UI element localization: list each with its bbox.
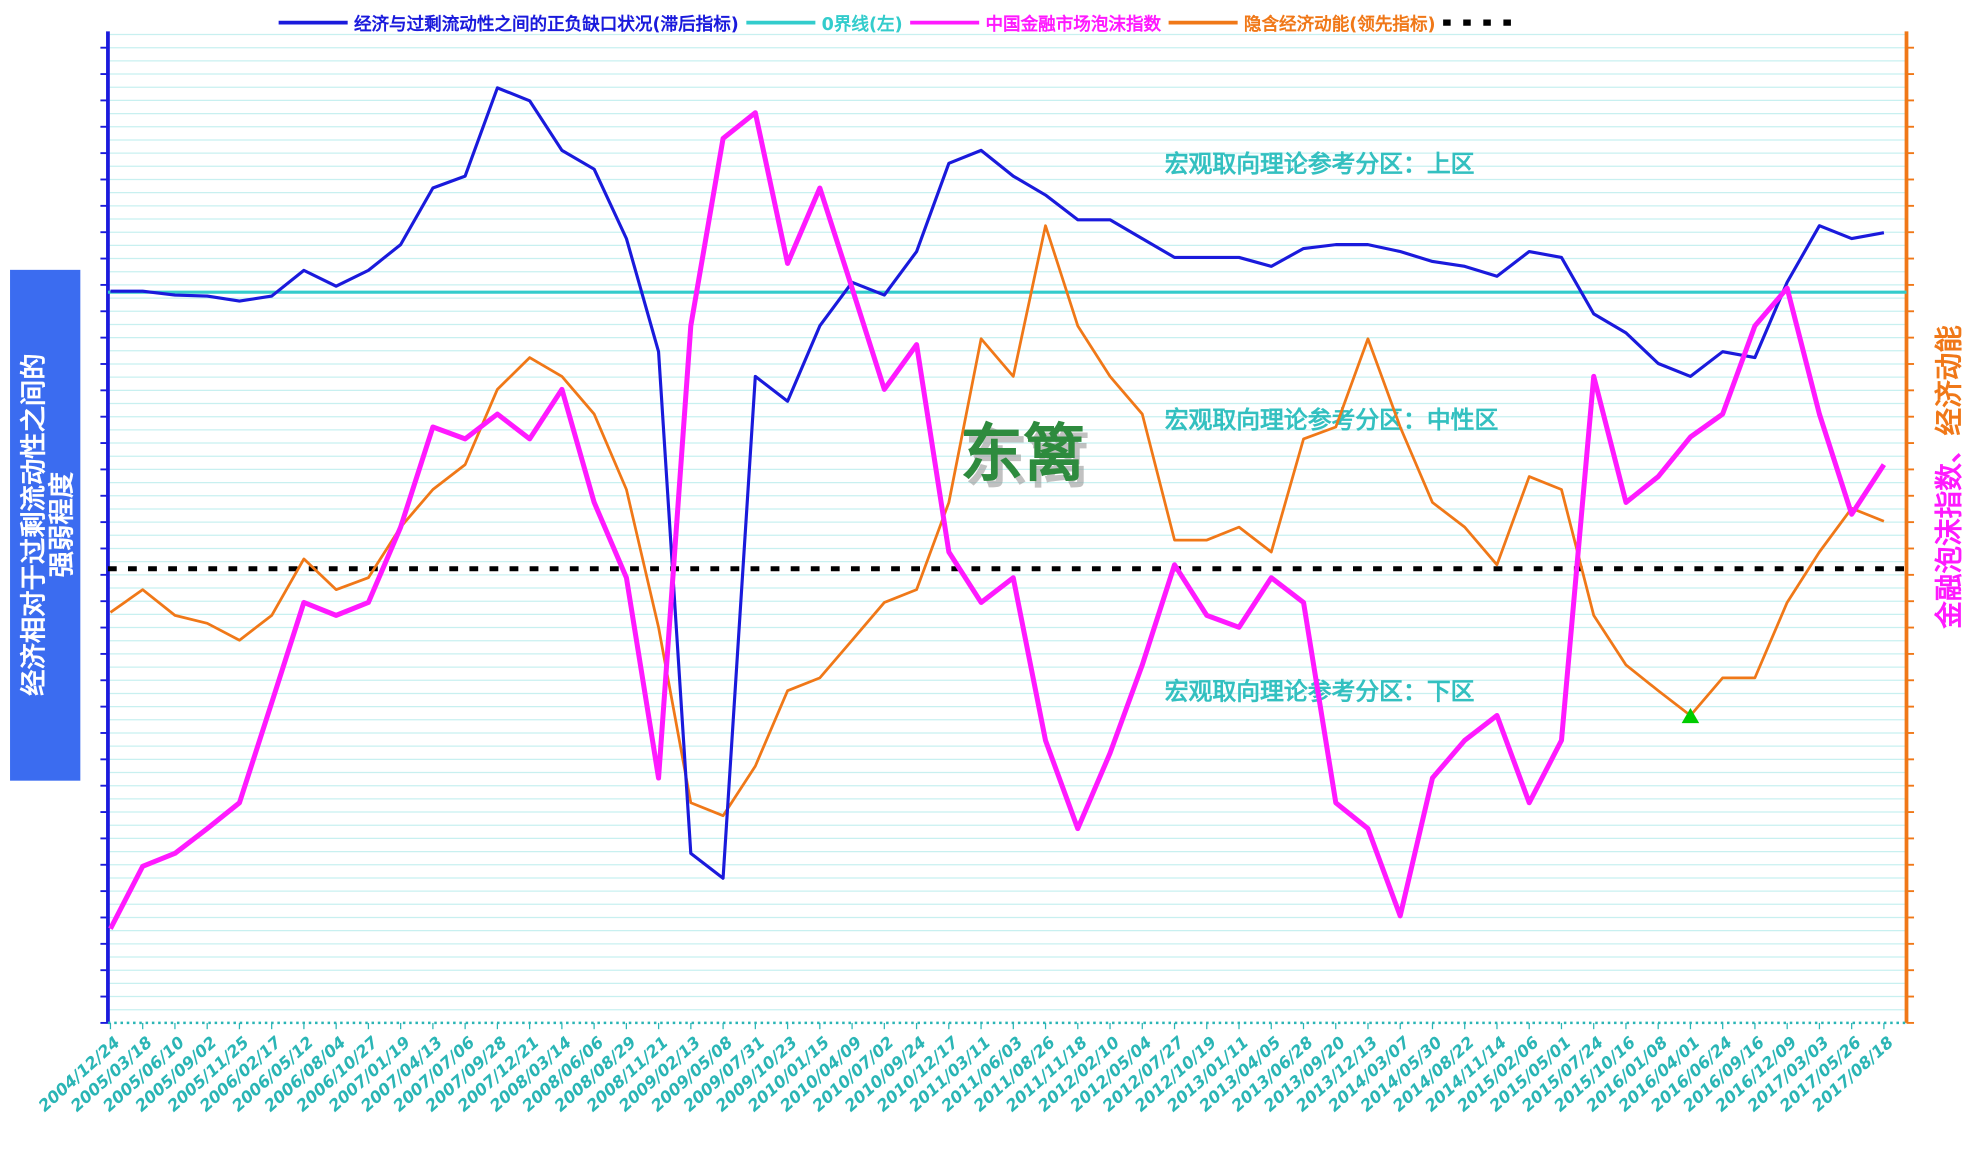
y2-label: 金融泡沫指数、经济动能	[1932, 325, 1965, 630]
y2-label-part: 金融泡沫指数、	[1932, 436, 1965, 630]
watermark: 东篱	[960, 417, 1086, 490]
annotation: 宏观取向理论参考分区：上区	[1165, 150, 1475, 178]
y-label: 强弱程度	[46, 471, 77, 577]
watermark-shadow: 东篱	[965, 423, 1091, 496]
grid	[107, 33, 1907, 1011]
legend-label: 0界线(左)	[822, 14, 903, 35]
legend-label: 中国金融市场泡沫指数	[985, 14, 1161, 35]
highlight-marker	[1681, 708, 1700, 724]
series-line	[108, 110, 1887, 930]
annotation: 宏观取向理论参考分区：中性区	[1165, 406, 1499, 434]
y-label-box	[10, 269, 81, 781]
y-label: 经济相对于过剩流动性之间的	[19, 353, 50, 695]
series-line	[110, 86, 1885, 880]
legend-label: 隐含经济动能(领先指标)	[1244, 14, 1436, 35]
y2-label-part: 经济动能	[1932, 325, 1965, 436]
series-line	[109, 224, 1885, 818]
legend-label: 经济与过剩流动性之间的正负缺口状况(滞后指标)	[354, 14, 739, 35]
